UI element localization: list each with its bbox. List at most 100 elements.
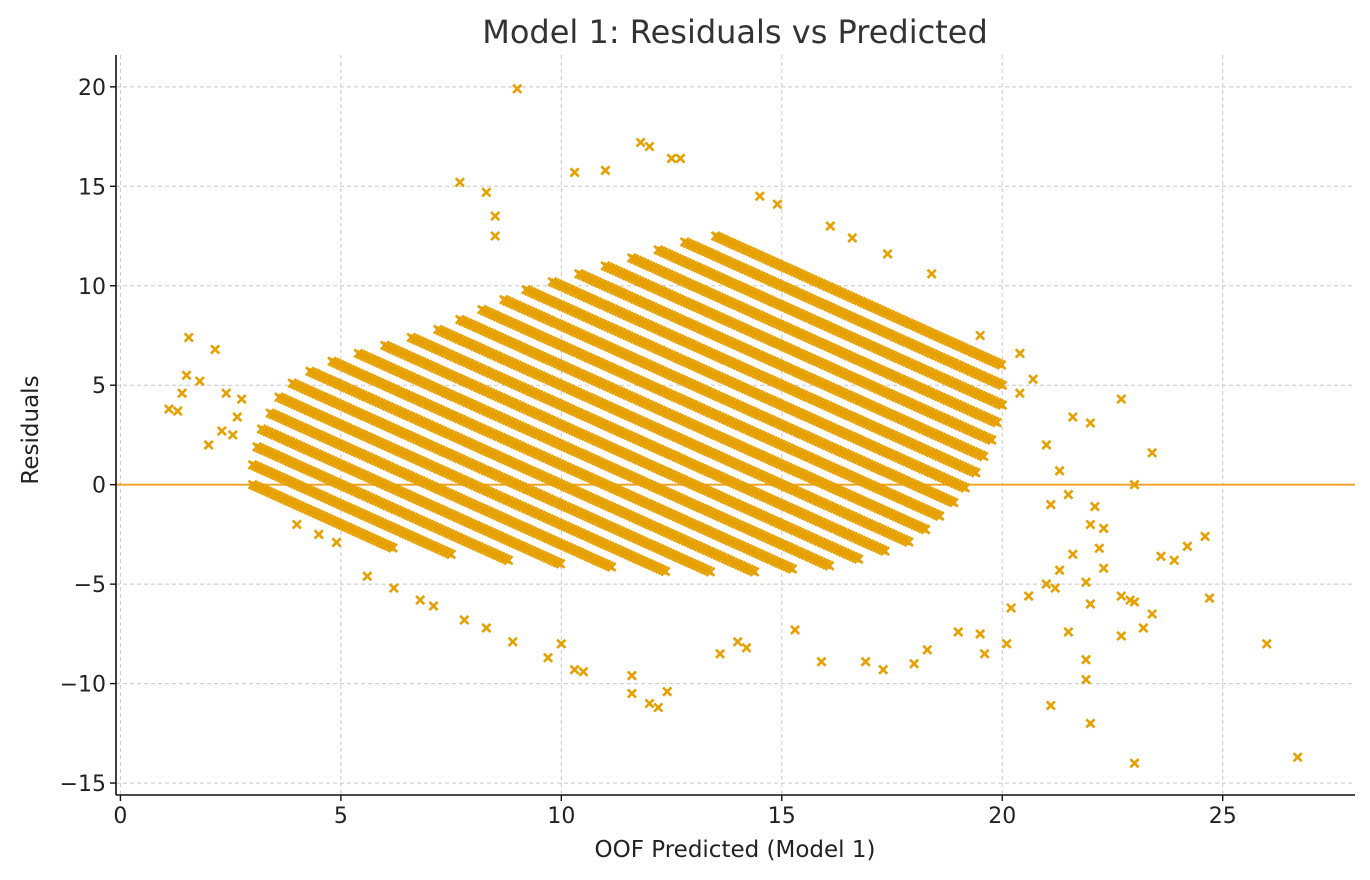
scatter-point [1054,565,1065,576]
scatter-point [975,628,986,639]
y-tick-label: −10 [60,673,106,698]
scatter-point [388,583,399,594]
scatter-point [1129,758,1140,769]
scatter-point [991,417,1003,428]
scatter-point [1063,489,1074,500]
y-tick-label: 10 [78,275,106,300]
scatter-point [824,560,835,571]
scatter-point [635,137,646,148]
scatter-point [705,566,716,577]
scatter-point [1147,447,1158,458]
scatter-point [163,404,174,415]
scatter-point [878,664,889,675]
scatter-point [1085,519,1096,530]
scatter-point [1014,388,1025,399]
scatter-point [1098,523,1109,534]
scatter-point [1080,674,1092,685]
scatter-point [1006,602,1017,614]
scatter-point [1292,752,1303,763]
y-tick-label: 15 [78,175,106,200]
scatter-point [1261,638,1272,649]
scatter-point [1129,596,1140,608]
scatter-point [1204,593,1215,604]
scatter-point [578,666,589,677]
scatter-point [1169,555,1180,566]
scatter-point [1041,579,1052,590]
scatter-point [181,370,192,381]
scatter-point [978,451,989,462]
scatter-point [997,380,1008,391]
y-tick-label: −15 [60,772,106,797]
scatter-point [555,558,566,569]
scatter-point [666,153,677,164]
scatter-point [970,467,981,478]
scatter-point [1045,700,1056,711]
scatter-point [1014,348,1025,359]
scatter-point [732,636,743,647]
scatter-point [1045,499,1056,510]
scatter-point [660,566,671,577]
scatter-points [163,83,1303,769]
scatter-point [960,482,971,493]
scatter-point [1085,718,1096,729]
scatter-point [825,221,836,232]
scatter-point [1050,583,1061,594]
x-axis-label: OOF Predicted (Model 1) [595,837,876,863]
scatter-point [1094,543,1105,554]
scatter-point [1155,551,1167,562]
scatter-point [979,648,990,659]
scatter-point [291,519,302,530]
scatter-point [1085,417,1096,429]
scatter-point [1116,630,1127,641]
scatter-point [626,670,637,681]
scatter-point [1054,465,1065,476]
scatter-point [428,600,439,612]
scatter-point [1085,598,1096,610]
scatter-point [926,268,937,279]
scatter-point [1138,622,1149,633]
scatter-point [948,497,959,508]
scatter-point [996,359,1007,370]
scatter-point [882,248,893,259]
x-tick-label: 10 [547,804,575,829]
scatter-point [446,549,457,560]
y-axis-label: Residuals [18,375,44,484]
scatter-point [210,344,221,355]
scatter-point [975,330,986,341]
scatter-point [1023,591,1034,602]
tick-labels: 0 5 10 15 20 25 −15 −10 −5 0 5 10 15 20 [60,76,1237,829]
scatter-point [675,153,686,164]
scatter-point [459,614,470,625]
scatter-point [787,563,798,575]
scatter-point [847,232,858,244]
scatter-point [741,642,752,653]
x-tick-label: 5 [334,804,348,829]
scatter-point [986,435,997,446]
scatter-point [177,388,188,399]
scatter-point [789,624,801,635]
scatter-point [503,555,514,566]
scatter-point [415,595,426,606]
scatter-point [772,199,783,210]
scatter-point [216,425,227,437]
scatter-point [1028,374,1039,385]
scatter-point [953,626,964,637]
scatter-point [507,636,518,647]
scatter-point [626,688,637,699]
scatter-point [227,429,238,440]
scatter-point [362,571,373,582]
x-tick-label: 0 [113,804,127,829]
scatter-point [331,537,342,548]
y-tick-label: 5 [92,374,106,399]
scatter-point [1098,563,1109,574]
scatter-point [232,411,243,423]
scatter-point [236,394,247,405]
x-tick-label: 20 [988,804,1016,829]
scatter-point [600,165,611,176]
scatter-point [853,554,864,565]
scatter-point [1080,654,1092,665]
scatter-point [203,439,214,450]
scatter-point [653,702,664,713]
scatter-point [1041,439,1052,450]
